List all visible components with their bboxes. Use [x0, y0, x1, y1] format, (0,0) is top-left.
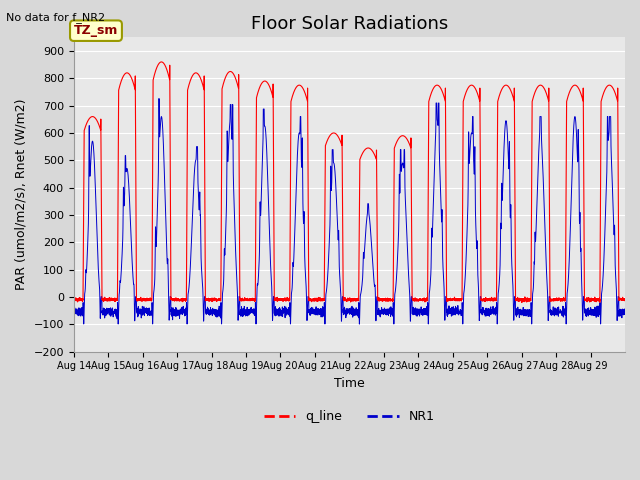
q_line — [621, 298, 629, 303]
Text: TZ_sm: TZ_sm — [74, 24, 118, 37]
NR1 — [621, 310, 629, 316]
q_line — [542, 90, 550, 96]
q_line — [157, 59, 165, 65]
NR1 — [184, 291, 192, 297]
NR1 — [155, 96, 163, 101]
q_line — [370, 151, 378, 156]
NR1 — [542, 259, 550, 264]
q_line — [518, 300, 525, 305]
q_line — [500, 83, 508, 88]
NR1 — [501, 129, 509, 134]
q_line — [528, 148, 536, 154]
q_line — [184, 85, 192, 91]
NR1 — [370, 278, 378, 284]
NR1 — [528, 319, 536, 325]
q_line — [70, 298, 77, 303]
Legend: q_line, NR1: q_line, NR1 — [259, 405, 440, 428]
Text: No data for f_NR2: No data for f_NR2 — [6, 12, 106, 23]
X-axis label: Time: Time — [334, 377, 365, 390]
q_line — [399, 133, 407, 139]
Title: Floor Solar Radiations: Floor Solar Radiations — [251, 15, 448, 33]
Y-axis label: PAR (umol/m2/s), Rnet (W/m2): PAR (umol/m2/s), Rnet (W/m2) — [15, 99, 28, 290]
NR1 — [70, 312, 77, 318]
Line: q_line: q_line — [74, 62, 625, 302]
NR1 — [356, 321, 364, 327]
NR1 — [400, 165, 408, 170]
Line: NR1: NR1 — [74, 98, 625, 324]
